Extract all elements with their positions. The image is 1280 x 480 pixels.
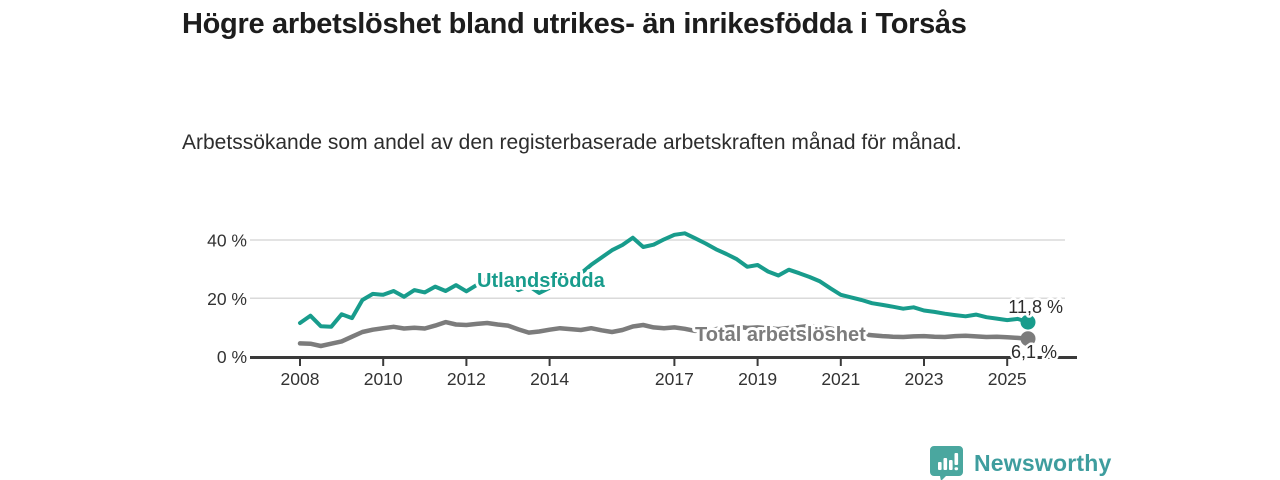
series-line-utlandsfodda: [298, 231, 1030, 329]
y-tick-label: 40 %: [207, 231, 247, 251]
series-line-total: [297, 319, 1031, 349]
x-tick-label: 2012: [447, 369, 486, 389]
series-label-total: Total arbetslöshet: [695, 324, 866, 346]
end-value-label-total: 6,1 %: [1011, 342, 1057, 362]
x-tick-label: 2014: [530, 369, 569, 389]
x-tick-label: 2008: [281, 369, 320, 389]
newsworthy-brand: Newsworthy: [930, 446, 1111, 480]
series-end-dot-total: [1020, 331, 1036, 347]
x-tick-label: 2023: [905, 369, 944, 389]
x-tick-label: 2021: [821, 369, 860, 389]
page-title: Högre arbetslöshet bland utrikes- än inr…: [182, 8, 967, 40]
y-tick-label: 20 %: [207, 289, 247, 309]
end-value-label-utlandsfodda: 11,8 %: [1008, 297, 1063, 317]
brand-name: Newsworthy: [974, 449, 1112, 476]
bar-chart-speech-bubble-icon: [930, 446, 963, 480]
x-tick-label: 2010: [364, 369, 403, 389]
x-tick-label: 2019: [738, 369, 777, 389]
chart-subtitle: Arbetssökande som andel av den registerb…: [182, 131, 962, 154]
x-tick-label: 2017: [655, 369, 694, 389]
series-end-dot-utlandsfodda: [1020, 314, 1036, 330]
y-tick-label: 0 %: [217, 347, 247, 367]
series-label-utlandsfodda: Utlandsfödda: [477, 270, 606, 292]
x-tick-label: 2025: [988, 369, 1027, 389]
